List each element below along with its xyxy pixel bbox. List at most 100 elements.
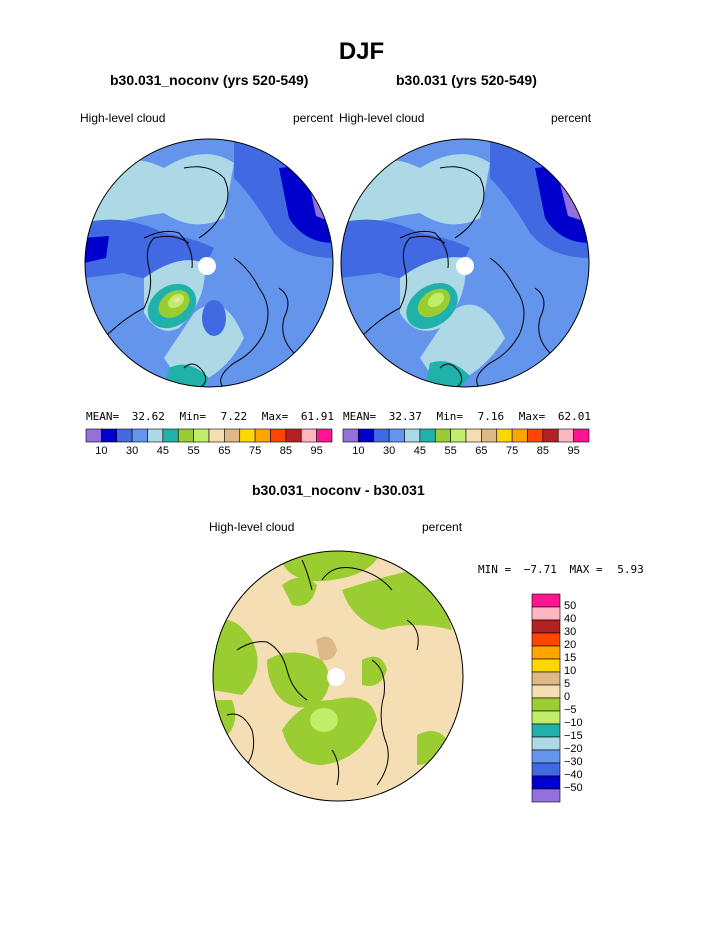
colorbar-tick-label: 85 xyxy=(536,445,549,457)
colorbar-tick-label: −30 xyxy=(564,756,583,768)
colorbar-swatch xyxy=(531,788,561,803)
mean-value: 32.37 xyxy=(388,410,422,423)
pole-marker xyxy=(456,257,474,275)
mean-value: 32.62 xyxy=(131,410,165,423)
colorbar-swatch xyxy=(531,658,561,673)
max-value: 5.93 xyxy=(617,563,644,576)
map-region-green xyxy=(282,697,377,765)
colorbar-tick-label: 95 xyxy=(567,445,580,457)
colorbar-swatch xyxy=(531,619,561,634)
colorbar-swatch xyxy=(388,428,405,443)
pole-marker xyxy=(327,668,345,686)
panel1-stats: MEAN= 32.62 Min= 7.22 Max= 61.91 xyxy=(86,410,334,423)
map-boundary xyxy=(84,138,334,388)
colorbar-swatch xyxy=(300,428,317,443)
map-region-green xyxy=(267,652,330,708)
colorbar-swatch xyxy=(373,428,390,443)
map-region-wheat xyxy=(174,297,180,303)
colorbar-swatch xyxy=(531,736,561,751)
map-region-dark xyxy=(85,236,109,263)
colorbar-swatch xyxy=(224,428,241,443)
colorbar-tick-label: 10 xyxy=(352,445,365,457)
map-region-green xyxy=(417,731,447,765)
max-label: Max= xyxy=(261,410,289,423)
panel2-colorbar-ticks: 10 30 45 55 65 75 85 95 xyxy=(343,445,589,459)
colorbar-swatch xyxy=(465,428,482,443)
colorbar-tick-label: 10 xyxy=(95,445,108,457)
colorbar-tick-label: 95 xyxy=(310,445,323,457)
colorbar-swatch xyxy=(531,710,561,725)
colorbar-swatch xyxy=(527,428,544,443)
panel1-variable: High-level cloud xyxy=(80,111,166,125)
colorbar-swatch xyxy=(254,428,271,443)
panel1-case-title: b30.031_noconv (yrs 520-549) xyxy=(110,72,309,88)
colorbar-swatch xyxy=(531,671,561,686)
min-label: Min= xyxy=(179,410,207,423)
colorbar-tick-label: 10 xyxy=(564,665,577,677)
colorbar-tick-label: 30 xyxy=(126,445,139,457)
diff-units: percent xyxy=(422,520,463,534)
panel1-polar-map xyxy=(84,138,334,388)
colorbar-tick-label: 45 xyxy=(413,445,426,457)
colorbar-swatch xyxy=(557,428,574,443)
colorbar-swatch xyxy=(434,428,451,443)
colorbar-swatch xyxy=(531,684,561,699)
min-value: 7.16 xyxy=(477,410,505,423)
min-value: −7.71 xyxy=(523,563,557,576)
colorbar-swatch xyxy=(531,645,561,660)
mean-label: MEAN= xyxy=(86,410,120,423)
colorbar-swatch xyxy=(162,428,179,443)
panel2-units: percent xyxy=(551,111,592,125)
colorbar-swatch xyxy=(208,428,225,443)
colorbar-tick-label: 40 xyxy=(564,613,577,625)
colorbar-tick-label: 0 xyxy=(564,691,571,703)
colorbar-tick-label: 50 xyxy=(564,600,577,612)
panel2-stats: MEAN= 32.37 Min= 7.16 Max= 62.01 xyxy=(343,410,591,423)
min-label: MIN = xyxy=(478,563,512,576)
colorbar-swatch xyxy=(193,428,210,443)
colorbar-swatch xyxy=(531,775,561,790)
map-region-lightgreen xyxy=(427,292,445,308)
colorbar-tick-label: −20 xyxy=(564,743,583,755)
diff-variable: High-level cloud xyxy=(209,520,295,534)
min-value: 7.22 xyxy=(220,410,248,423)
colorbar-tick-label: −15 xyxy=(564,730,583,742)
colorbar-swatch xyxy=(101,428,118,443)
panel1-units: percent xyxy=(293,111,334,125)
colorbar-tick-label: −10 xyxy=(564,717,583,729)
diff-colorbar xyxy=(531,593,561,803)
panel1-colorbar xyxy=(85,428,333,443)
max-label: MAX = xyxy=(569,563,603,576)
colorbar-swatch xyxy=(573,428,590,443)
panel1-colorbar-ticks: 10 30 45 55 65 75 85 95 xyxy=(86,445,332,459)
colorbar-swatch xyxy=(450,428,467,443)
colorbar-swatch xyxy=(531,606,561,621)
colorbar-swatch xyxy=(531,697,561,712)
page-title: DJF xyxy=(338,38,385,65)
colorbar-swatch xyxy=(531,593,561,608)
colorbar-swatch xyxy=(285,428,302,443)
coastlines xyxy=(359,166,551,387)
colorbar-swatch xyxy=(511,428,528,443)
colorbar-swatch xyxy=(85,428,102,443)
map-region-tan xyxy=(316,636,337,661)
max-label: Max= xyxy=(518,410,546,423)
colorbar-swatch xyxy=(531,762,561,777)
coastlines xyxy=(103,166,295,387)
colorbar-tick-label: 20 xyxy=(564,639,577,651)
mean-label: MEAN= xyxy=(343,410,377,423)
colorbar-tick-label: −50 xyxy=(564,782,583,794)
colorbar-swatch xyxy=(481,428,498,443)
colorbar-tick-label: 75 xyxy=(249,445,262,457)
colorbar-tick-label: 30 xyxy=(383,445,396,457)
panel2-case-title: b30.031 (yrs 520-549) xyxy=(396,72,537,88)
colorbar-tick-label: 85 xyxy=(279,445,292,457)
map-region-green xyxy=(282,577,317,606)
colorbar-tick-label: 55 xyxy=(444,445,457,457)
min-label: Min= xyxy=(436,410,464,423)
panel2-colorbar xyxy=(342,428,590,443)
map-region-teal xyxy=(425,361,470,387)
colorbar-swatch xyxy=(270,428,287,443)
colorbar-swatch xyxy=(342,428,359,443)
colorbar-swatch xyxy=(404,428,421,443)
